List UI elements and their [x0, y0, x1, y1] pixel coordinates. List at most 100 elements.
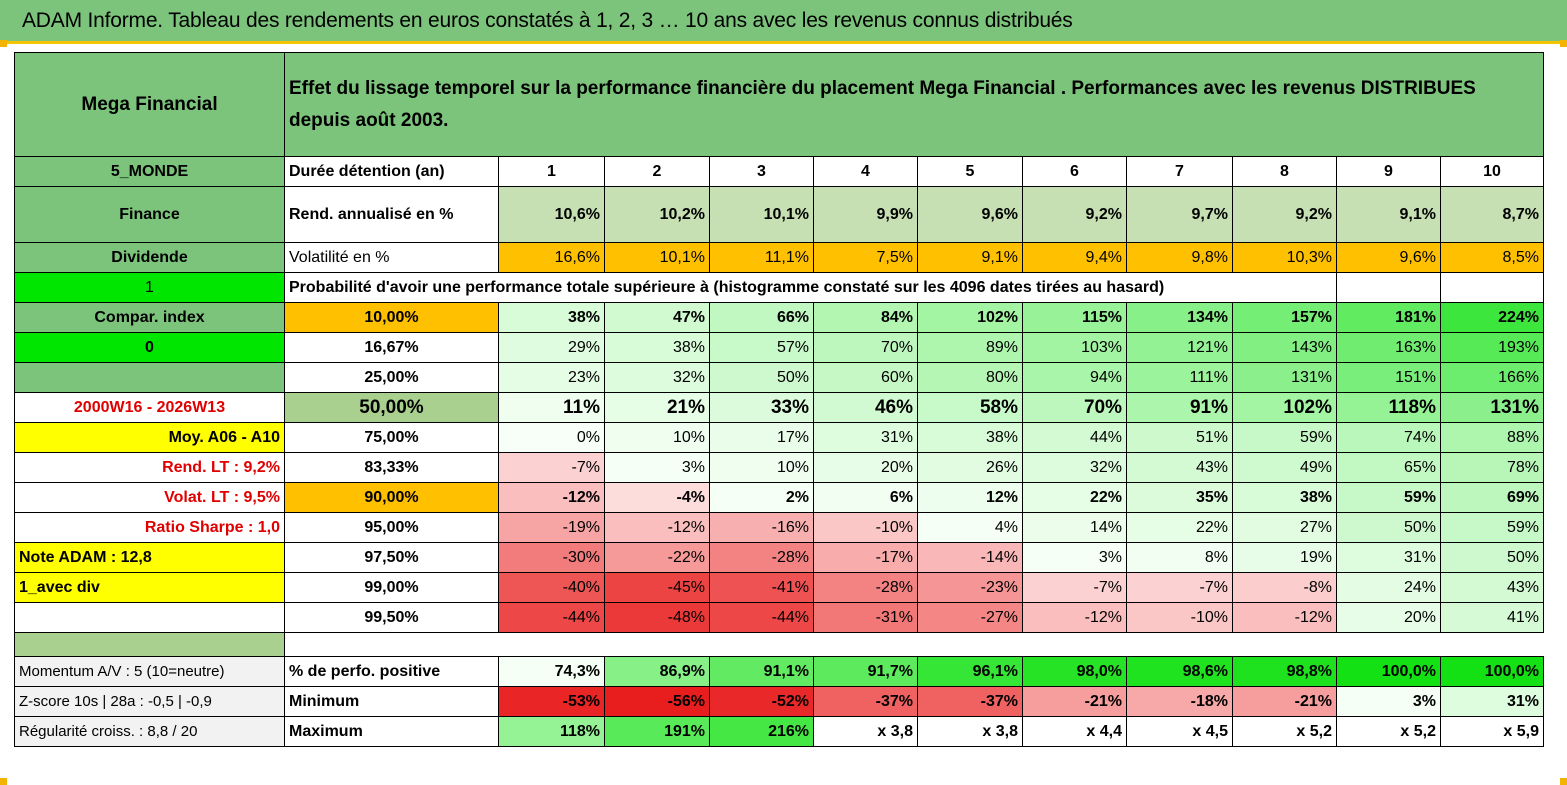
annual-return-cell: 9,1%	[1336, 186, 1441, 243]
performance-cell: 118%	[1336, 392, 1441, 423]
annual-return-cell: 9,9%	[813, 186, 918, 243]
positive-performance-cell: 86,9%	[604, 656, 710, 687]
performance-cell: 59%	[1232, 422, 1337, 453]
long-term-return-label: Rend. LT : 9,2%	[14, 452, 285, 483]
performance-cell: 181%	[1336, 302, 1441, 333]
performance-cell: 51%	[1126, 422, 1233, 453]
performance-cell: -7%	[1126, 572, 1233, 603]
maximum-performance-cell: x 5,2	[1336, 716, 1441, 747]
performance-cell: 66%	[709, 302, 814, 333]
maximum-performance-cell: x 5,2	[1232, 716, 1337, 747]
performance-cell: 78%	[1440, 452, 1544, 483]
performance-cell: 111%	[1126, 362, 1233, 393]
performance-cell: -16%	[709, 512, 814, 543]
regularity-label: Régularité croiss. : 8,8 / 20	[14, 716, 285, 747]
adam-score-label: Note ADAM : 12,8	[14, 542, 285, 573]
maximum-performance-cell: 118%	[498, 716, 605, 747]
performance-cell: -14%	[917, 542, 1023, 573]
performance-cell: 43%	[1126, 452, 1233, 483]
performance-cell: 35%	[1126, 482, 1233, 513]
performance-cell: 59%	[1440, 512, 1544, 543]
annual-return-cell: 9,7%	[1126, 186, 1233, 243]
performance-cell: 84%	[813, 302, 918, 333]
performance-cell: -12%	[604, 512, 710, 543]
performance-cell: 41%	[1440, 602, 1544, 633]
performance-cell: -41%	[709, 572, 814, 603]
positive-performance-cell: 91,7%	[813, 656, 918, 687]
performance-cell: -12%	[1232, 602, 1337, 633]
performance-cell: -27%	[917, 602, 1023, 633]
performance-cell: -10%	[1126, 602, 1233, 633]
performance-cell: 224%	[1440, 302, 1544, 333]
performance-cell: -23%	[917, 572, 1023, 603]
performance-cell: -28%	[813, 572, 918, 603]
positive-performance-row: Momentum A/V : 5 (10=neutre)% de perfo. …	[14, 656, 1544, 687]
momentum-label: Momentum A/V : 5 (10=neutre)	[14, 656, 285, 687]
minimum-performance-label: Minimum	[284, 686, 499, 717]
probability-row: 99,50% -44% -48% -44% -31% -27% -12% -10% -12% 20…	[14, 602, 1544, 633]
performance-cell: -17%	[813, 542, 918, 573]
performance-cell: -4%	[604, 482, 710, 513]
performance-cell: 70%	[813, 332, 918, 363]
probability-row: 1_avec div 99,00% -40% -45% -41% -28% -23% -7% -…	[14, 572, 1544, 603]
minimum-performance-cell: -18%	[1126, 686, 1233, 717]
probability-threshold: 83,33%	[284, 452, 499, 483]
zone-label: 5_MONDE	[14, 156, 285, 187]
performance-cell: 89%	[917, 332, 1023, 363]
positive-performance-label: % de perfo. positive	[284, 656, 499, 687]
report-title: ADAM Informe. Tableau des rendements en …	[22, 9, 1073, 32]
probability-row: Ratio Sharpe : 1,0 95,00% -19% -12% -16% -10%…	[14, 512, 1544, 543]
minimum-performance-cell: -37%	[813, 686, 918, 717]
positive-performance-cell: 100,0%	[1440, 656, 1544, 687]
performance-cell: 193%	[1440, 332, 1544, 363]
minimum-performance-cell: -52%	[709, 686, 814, 717]
annual-return-cell: 10,2%	[604, 186, 710, 243]
performance-cell: 38%	[498, 302, 605, 333]
positive-performance-cell: 98,0%	[1022, 656, 1127, 687]
volatility-cell: 9,1%	[917, 242, 1023, 273]
performance-cell: 58%	[917, 392, 1023, 423]
sector-label: Finance	[14, 186, 285, 243]
annual-return-cell: 9,6%	[917, 186, 1023, 243]
probability-threshold: 50,00%	[284, 392, 499, 423]
maximum-performance-cell: 191%	[604, 716, 710, 747]
fund-name-cell: Mega Financial	[14, 52, 285, 157]
performance-cell: 3%	[1022, 542, 1127, 573]
maximum-performance-cell: x 5,9	[1440, 716, 1544, 747]
maximum-performance-label: Maximum	[284, 716, 499, 747]
probability-threshold: 90,00%	[284, 482, 499, 513]
minimum-performance-cell: -56%	[604, 686, 710, 717]
corner-marker	[1560, 40, 1567, 47]
performance-cell: -40%	[498, 572, 605, 603]
performance-cell: -7%	[1022, 572, 1127, 603]
flag-cell: 1	[14, 272, 285, 303]
maximum-performance-row: Régularité croiss. : 8,8 / 20 Maximum 118%…	[14, 716, 1544, 747]
performance-cell: -31%	[813, 602, 918, 633]
performance-cell: 31%	[1336, 542, 1441, 573]
period-label: 2000W16 - 2026W13	[14, 392, 285, 423]
performance-cell: -12%	[498, 482, 605, 513]
performance-cell: -30%	[498, 542, 605, 573]
probability-header: Probabilité d'avoir une performance tota…	[284, 272, 1337, 303]
minimum-performance-cell: -21%	[1232, 686, 1337, 717]
minimum-performance-row: Z-score 10s | 28a : -0,5 | -0,9 Minimum -5…	[14, 686, 1544, 717]
empty-label-cell	[14, 602, 285, 633]
title-bar: ADAM Informe. Tableau des rendements en …	[0, 0, 1567, 44]
performance-cell: 24%	[1336, 572, 1441, 603]
performance-cell: -10%	[813, 512, 918, 543]
performance-cell: 12%	[917, 482, 1023, 513]
performance-cell: -48%	[604, 602, 710, 633]
volatility-label: Volatilité en %	[284, 242, 499, 273]
performance-cell: 65%	[1336, 452, 1441, 483]
zscore-label: Z-score 10s | 28a : -0,5 | -0,9	[14, 686, 285, 717]
probability-threshold: 75,00%	[284, 422, 499, 453]
positive-performance-cell: 98,8%	[1232, 656, 1337, 687]
volatility-cell: 11,1%	[709, 242, 814, 273]
performance-cell: 102%	[917, 302, 1023, 333]
compar-index-label: Compar. index	[14, 302, 285, 333]
performance-cell: -8%	[1232, 572, 1337, 603]
year-header: 9	[1336, 156, 1441, 187]
year-header: 6	[1022, 156, 1127, 187]
performance-cell: 38%	[604, 332, 710, 363]
performance-cell: 33%	[709, 392, 814, 423]
